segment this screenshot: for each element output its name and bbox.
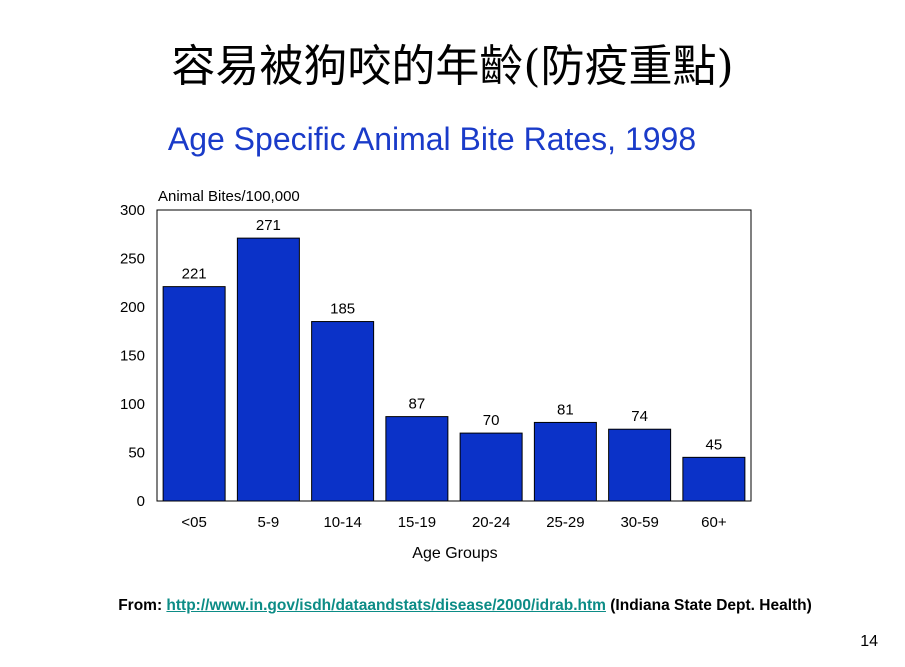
bar-data-label: 70 xyxy=(483,412,500,429)
y-tick-label: 200 xyxy=(120,299,145,316)
x-tick-label: 5-9 xyxy=(258,514,280,531)
y-axis-ticks: 0 50 100 150 200 250 300 xyxy=(120,202,145,510)
page-number: 14 xyxy=(860,633,878,650)
x-tick-label: <05 xyxy=(181,514,206,531)
bar-data-label: 81 xyxy=(557,401,574,418)
source-link[interactable]: http://www.in.gov/isdh/dataandstats/dise… xyxy=(166,597,606,614)
bar xyxy=(459,432,523,502)
bar xyxy=(162,286,226,502)
bar-data-label: 74 xyxy=(631,408,648,425)
x-axis-label: Age Groups xyxy=(412,545,497,562)
x-tick-label: 20-24 xyxy=(472,514,510,531)
bar xyxy=(533,421,597,502)
bar xyxy=(682,456,746,502)
bar xyxy=(608,428,672,502)
bar xyxy=(236,237,300,502)
y-tick-label: 150 xyxy=(120,348,145,365)
y-tick-label: 300 xyxy=(120,202,145,219)
x-tick-label: 25-29 xyxy=(546,514,584,531)
y-tick-label: 50 xyxy=(128,445,145,462)
y-tick-label: 0 xyxy=(137,493,145,510)
bar-data-label: 221 xyxy=(182,266,207,283)
bar xyxy=(311,321,375,502)
x-tick-label: 10-14 xyxy=(323,514,361,531)
bar-data-label: 185 xyxy=(330,301,355,318)
y-tick-label: 100 xyxy=(120,396,145,413)
bar xyxy=(385,416,449,502)
source-prefix: From: xyxy=(118,597,167,614)
x-tick-label: 30-59 xyxy=(620,514,658,531)
plot-area-frame xyxy=(156,209,752,502)
source-suffix: (Indiana State Dept. Health) xyxy=(605,597,812,614)
bar-data-label: 45 xyxy=(706,436,723,453)
bars xyxy=(162,237,746,502)
x-tick-label: 15-19 xyxy=(398,514,436,531)
slide-title: 容易被狗咬的年齡(防疫重點) xyxy=(171,41,734,92)
y-tick-label: 250 xyxy=(120,251,145,268)
bar-data-labels: 221 271 185 87 70 81 74 45 xyxy=(182,217,723,453)
x-tick-label: 60+ xyxy=(701,514,727,531)
x-axis-ticks: <05 5-9 10-14 15-19 20-24 25-29 30-59 60+ xyxy=(181,514,726,531)
bar-data-label: 271 xyxy=(256,217,281,234)
source-citation: From: http://www.in.gov/isdh/dataandstat… xyxy=(0,597,905,615)
y-axis-label: Animal Bites/100,000 xyxy=(158,188,300,205)
chart-title: Age Specific Animal Bite Rates, 1998 xyxy=(168,121,696,157)
bar-data-label: 87 xyxy=(409,396,426,413)
